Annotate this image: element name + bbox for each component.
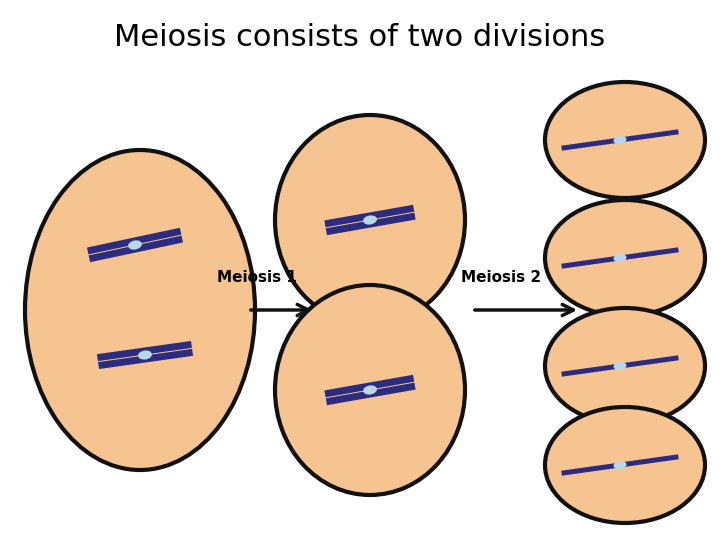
Ellipse shape (613, 136, 626, 144)
Ellipse shape (363, 386, 377, 395)
Ellipse shape (545, 308, 705, 424)
Polygon shape (561, 454, 679, 476)
Polygon shape (89, 235, 183, 262)
Polygon shape (325, 383, 415, 405)
Ellipse shape (545, 200, 705, 316)
Polygon shape (561, 247, 679, 269)
Ellipse shape (613, 461, 626, 469)
Ellipse shape (545, 82, 705, 198)
Polygon shape (325, 213, 415, 235)
Ellipse shape (138, 350, 152, 360)
Ellipse shape (25, 150, 255, 470)
Polygon shape (325, 205, 414, 227)
Polygon shape (325, 375, 414, 397)
Ellipse shape (545, 407, 705, 523)
Text: Meiosis 1: Meiosis 1 (217, 270, 297, 285)
Ellipse shape (275, 115, 465, 325)
Polygon shape (98, 349, 193, 369)
Ellipse shape (128, 240, 142, 249)
Ellipse shape (275, 285, 465, 495)
Polygon shape (561, 355, 679, 377)
Polygon shape (97, 341, 192, 361)
Text: Meiosis 2: Meiosis 2 (461, 270, 541, 285)
Ellipse shape (613, 254, 626, 262)
Ellipse shape (363, 215, 377, 225)
Text: Meiosis consists of two divisions: Meiosis consists of two divisions (114, 24, 606, 52)
Polygon shape (561, 129, 679, 151)
Ellipse shape (613, 362, 626, 370)
Polygon shape (87, 228, 181, 254)
